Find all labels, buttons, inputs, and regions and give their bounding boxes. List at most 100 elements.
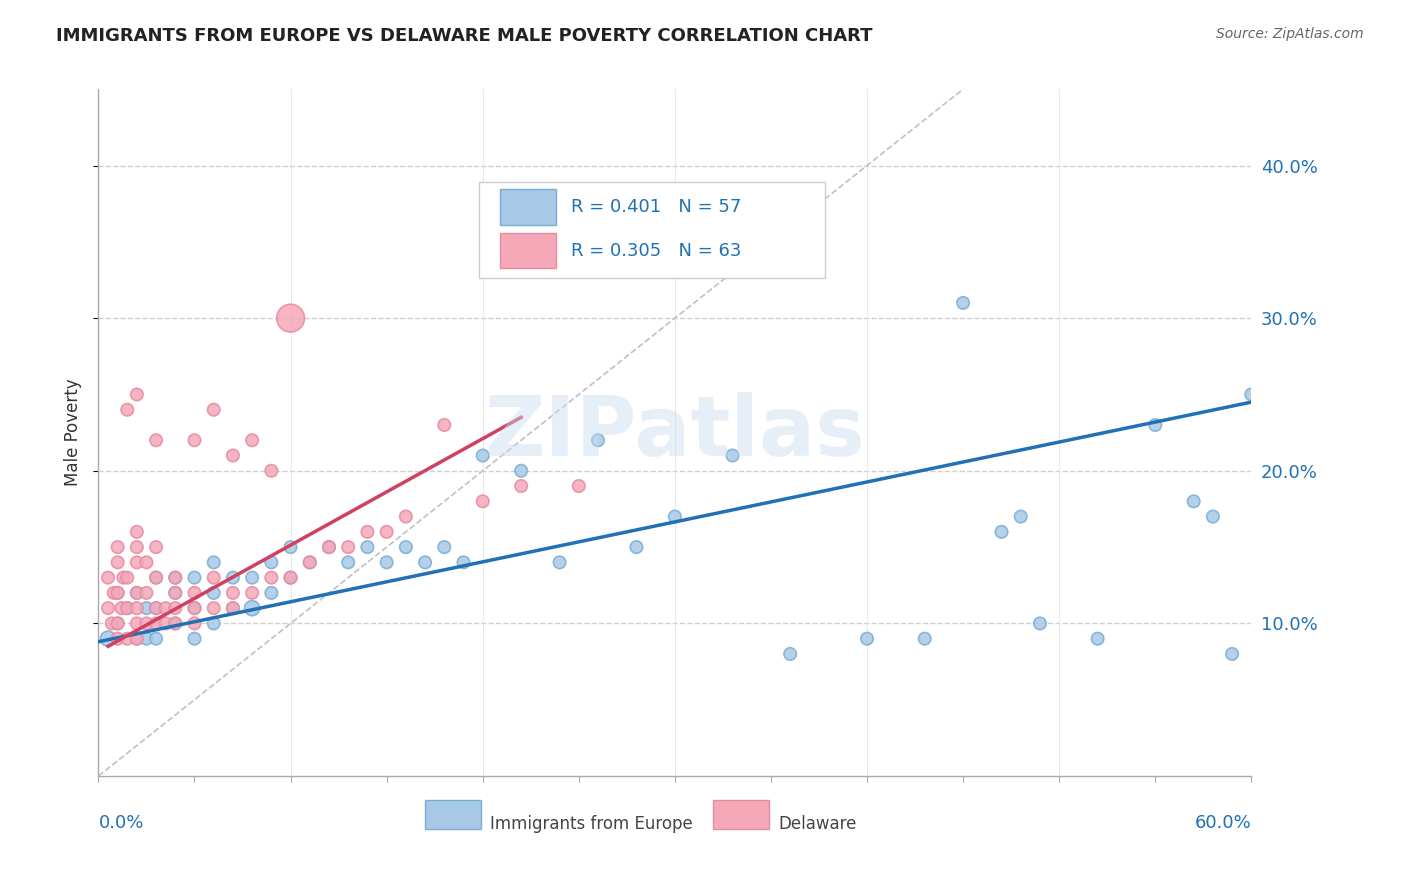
Point [298,555,321,569]
Point [125,387,148,401]
Point [117,402,138,417]
Point [183,616,205,631]
Point [117,571,138,585]
Point [117,632,138,646]
Point [117,601,138,615]
Point [280,571,302,585]
Point [145,601,167,615]
Point [145,540,167,554]
Point [135,586,157,600]
FancyBboxPatch shape [425,800,481,829]
Point [471,449,494,463]
Point [280,571,302,585]
Point [125,555,148,569]
Point [395,509,418,524]
Point [145,632,167,646]
Point [433,417,456,432]
Point [145,571,167,585]
Point [260,464,283,478]
Point [260,555,283,569]
Point [222,601,245,615]
Point [337,540,360,554]
Point [856,632,879,646]
Point [914,632,936,646]
Point [1144,417,1167,432]
Point [97,601,120,615]
Point [107,616,129,631]
Text: R = 0.305   N = 63: R = 0.305 N = 63 [571,242,741,260]
Point [165,571,187,585]
Y-axis label: Male Poverty: Male Poverty [65,379,83,486]
Point [155,601,177,615]
Point [101,616,124,631]
Point [664,509,686,524]
Point [107,616,129,631]
Point [280,540,302,554]
Point [375,524,398,539]
Point [165,601,187,615]
Text: 60.0%: 60.0% [1195,814,1251,832]
Point [240,601,263,615]
Point [586,434,609,448]
Point [107,632,129,646]
Point [222,586,245,600]
Point [1010,509,1032,524]
Point [1240,387,1263,401]
Point [183,601,205,615]
Point [952,296,974,310]
Point [240,434,263,448]
Point [260,586,283,600]
Point [145,616,167,631]
Point [990,524,1012,539]
Point [135,555,157,569]
Text: 0.0%: 0.0% [98,814,143,832]
Point [125,616,148,631]
FancyBboxPatch shape [479,182,825,278]
Point [202,555,225,569]
Text: R = 0.401   N = 57: R = 0.401 N = 57 [571,198,741,217]
Point [183,601,205,615]
Point [135,616,157,631]
FancyBboxPatch shape [499,233,557,268]
Point [721,449,744,463]
Point [260,571,283,585]
Point [97,632,120,646]
Point [318,540,340,554]
Point [1182,494,1205,508]
Point [183,571,205,585]
Point [145,571,167,585]
Point [125,586,148,600]
Point [202,571,225,585]
Point [1220,647,1243,661]
Point [135,601,157,615]
Point [318,540,340,554]
Text: Source: ZipAtlas.com: Source: ZipAtlas.com [1216,27,1364,41]
Point [145,601,167,615]
Text: IMMIGRANTS FROM EUROPE VS DELAWARE MALE POVERTY CORRELATION CHART: IMMIGRANTS FROM EUROPE VS DELAWARE MALE … [56,27,873,45]
Point [183,632,205,646]
Point [1087,632,1109,646]
Point [107,586,129,600]
Point [165,586,187,600]
Point [298,555,321,569]
Point [125,632,148,646]
FancyBboxPatch shape [713,800,769,829]
Point [280,311,302,326]
Point [107,586,129,600]
Point [165,616,187,631]
Point [548,555,571,569]
Point [240,586,263,600]
Point [107,540,129,554]
Point [510,479,533,493]
Point [97,571,120,585]
Point [202,601,225,615]
Point [125,632,148,646]
Point [240,571,263,585]
Point [1202,509,1225,524]
Point [356,540,378,554]
Point [165,616,187,631]
Point [125,540,148,554]
Point [471,494,494,508]
Point [568,479,591,493]
Point [413,555,436,569]
